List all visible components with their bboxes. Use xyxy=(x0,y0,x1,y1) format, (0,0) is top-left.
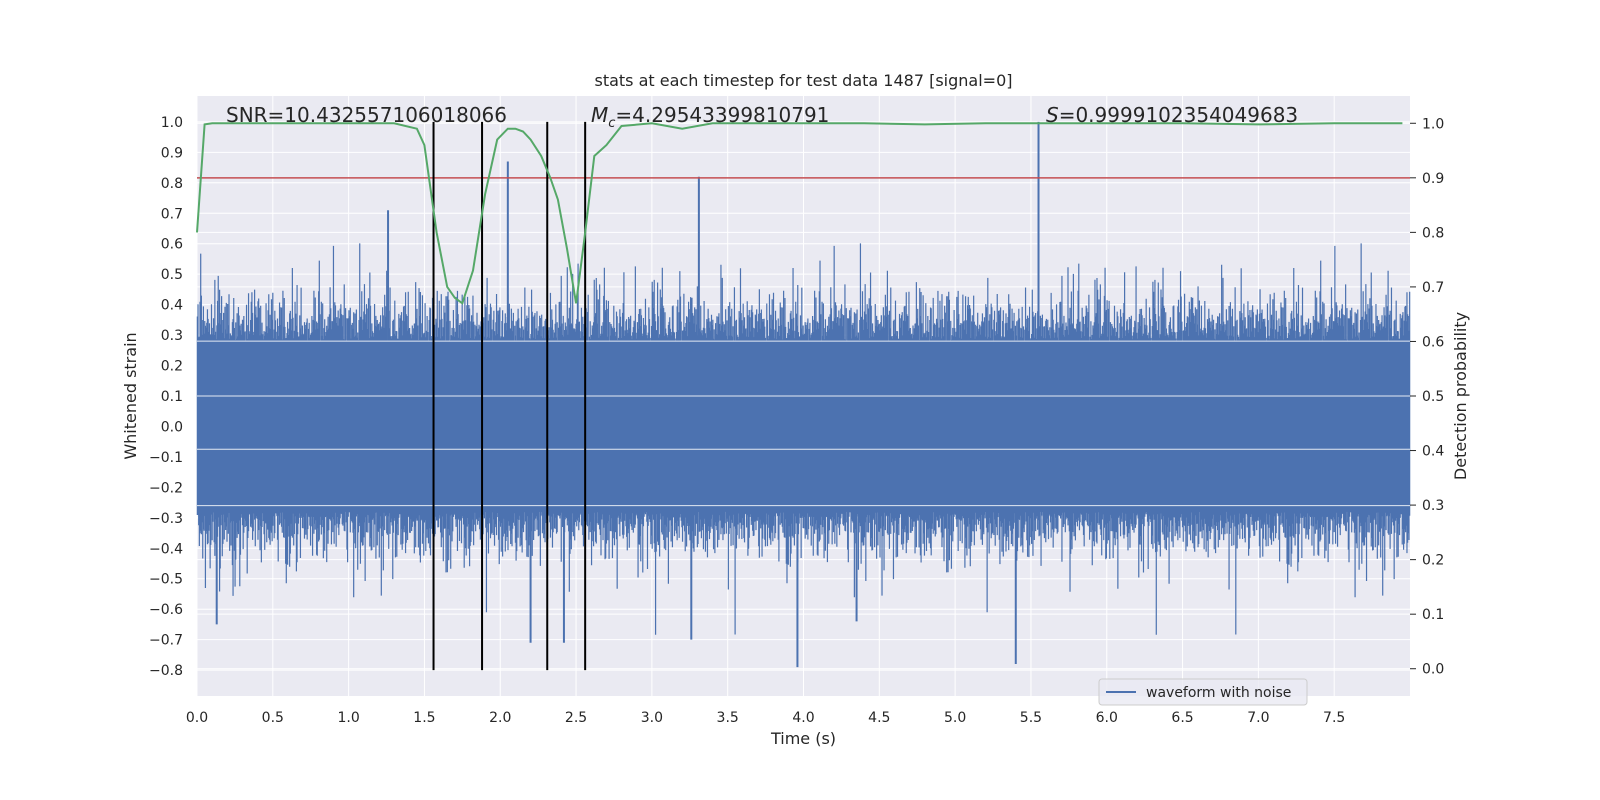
y-tick-label: −0.6 xyxy=(149,602,183,618)
y-tick-label: 0.1 xyxy=(161,389,183,405)
y-tick-label: −0.5 xyxy=(149,572,183,588)
waveform-lower-trace xyxy=(196,426,1411,635)
chirp-mass-value: =4.29543399810791 xyxy=(615,103,829,127)
x-tick-label: 4.0 xyxy=(792,710,814,726)
significance-symbol: S xyxy=(1046,103,1059,127)
y-right-axis-label: Detection probability xyxy=(1451,312,1470,480)
y-right-tick-label: 1.0 xyxy=(1422,116,1444,132)
y-tick-label: −0.2 xyxy=(149,480,183,496)
y-tick-label: 0.2 xyxy=(161,359,183,375)
y-tick-label: −0.3 xyxy=(149,511,183,527)
significance-value: =0.9999102354049683 xyxy=(1059,103,1298,127)
y-right-tick-label: 0.2 xyxy=(1422,553,1444,569)
x-tick-label: 7.5 xyxy=(1323,710,1345,726)
y-right-tick-label: 0.5 xyxy=(1422,389,1444,405)
y-tick-label: −0.7 xyxy=(149,633,183,649)
x-tick-label: 4.5 xyxy=(868,710,890,726)
y-tick-label: 0.7 xyxy=(161,206,183,222)
x-axis-label: Time (s) xyxy=(770,729,836,748)
legend-label-waveform: waveform with noise xyxy=(1146,685,1291,701)
x-tick-label: 2.0 xyxy=(489,710,511,726)
x-tick-label: 5.5 xyxy=(1020,710,1042,726)
y-tick-label: 1.0 xyxy=(161,115,183,131)
y-tick-label: −0.8 xyxy=(149,663,183,679)
x-tick-label: 1.5 xyxy=(413,710,435,726)
legend-box xyxy=(1098,678,1308,706)
significance-annotation: S=0.9999102354049683 xyxy=(1046,103,1298,127)
overlay-lines xyxy=(196,121,1410,671)
snr-annotation: SNR=10.432557106018066 xyxy=(226,103,507,127)
y-right-tick-label: 0.7 xyxy=(1422,280,1444,296)
detection-probability-line xyxy=(196,122,1403,305)
y-right-tick-label: 0.9 xyxy=(1422,171,1444,187)
waveform-series xyxy=(196,121,1411,668)
x-tick-label: 0.5 xyxy=(262,710,284,726)
x-tick-label: 3.5 xyxy=(717,710,739,726)
y-tick-label: 0.9 xyxy=(161,145,183,161)
y-tick-label: −0.1 xyxy=(149,450,183,466)
chirp-mass-subscript: c xyxy=(608,116,615,131)
x-tick-label: 3.0 xyxy=(641,710,663,726)
y-tick-label: 0.0 xyxy=(161,419,183,435)
y-tick-label: 0.3 xyxy=(161,328,183,344)
tick-labels: 0.0 0.5 1.0 1.5 2.0 2.5 3.0 3.5 4.0 4.5 5.0 5.5 6.0 6… xyxy=(149,115,1444,726)
x-tick-label: 6.0 xyxy=(1096,710,1118,726)
x-tick-label: 5.0 xyxy=(944,710,966,726)
y-right-tick-label: 0.0 xyxy=(1422,662,1444,678)
x-tick-label: 6.5 xyxy=(1171,710,1193,726)
y-right-tick-label: 0.4 xyxy=(1422,444,1444,460)
y-tick-label: 0.5 xyxy=(161,267,183,283)
x-tick-label: 1.0 xyxy=(337,710,359,726)
y-axis-label: Whitened strain xyxy=(121,332,140,459)
y-right-tick-label: 0.1 xyxy=(1422,607,1444,623)
y-right-tick-label: 0.8 xyxy=(1422,225,1444,241)
y-right-tick-label: 0.3 xyxy=(1422,498,1444,514)
x-tick-label: 0.0 xyxy=(186,710,208,726)
chirp-mass-annotation: Mc=4.29543399810791 xyxy=(591,103,829,131)
y-tick-label: 0.4 xyxy=(161,298,183,314)
legend: waveform with noise xyxy=(1098,678,1308,706)
chart-title: stats at each timestep for test data 148… xyxy=(594,71,1012,90)
y-tick-label: 0.8 xyxy=(161,176,183,192)
x-tick-label: 2.5 xyxy=(565,710,587,726)
y-tick-label: 0.6 xyxy=(161,237,183,253)
y-tick-label: −0.4 xyxy=(149,541,183,557)
chirp-mass-symbol: M xyxy=(591,103,608,127)
waveform-upper-trace xyxy=(196,243,1411,427)
y-right-tick-label: 0.6 xyxy=(1422,334,1444,350)
x-tick-label: 7.0 xyxy=(1247,710,1269,726)
